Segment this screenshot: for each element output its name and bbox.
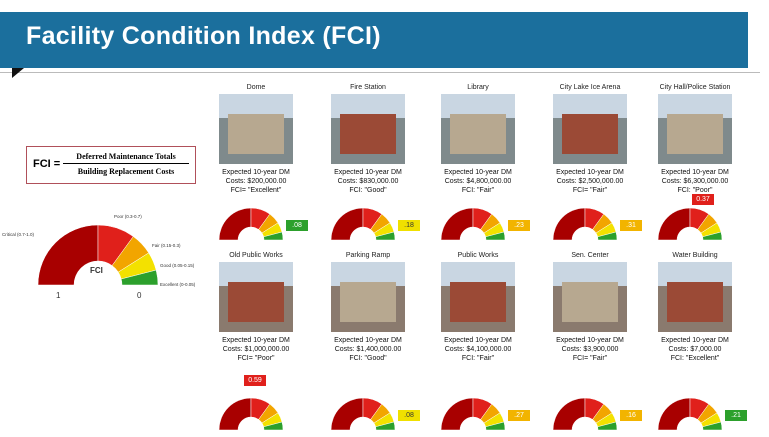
facility-description: Costs: $1,000,000.00 — [201, 345, 311, 354]
facility-name: City Hall/Police Station — [640, 84, 750, 91]
photo-building — [340, 282, 396, 322]
facility-name: Dome — [201, 84, 311, 91]
facility-description: FCI= "Fair" — [535, 186, 645, 195]
fci-value: .08 — [286, 220, 308, 231]
gauge-segment — [219, 208, 251, 240]
fci-value: 0.59 — [244, 375, 266, 386]
fci-value: .23 — [508, 220, 530, 231]
facility-description: FCI: "Fair" — [423, 354, 533, 363]
fci-value: .21 — [725, 410, 747, 421]
photo-building — [340, 114, 396, 154]
facility-description: FCI: "Excellent" — [640, 354, 750, 363]
fci-value: .27 — [508, 410, 530, 421]
gauge-left-label: 1 — [56, 291, 60, 300]
facility-name: Fire Station — [313, 84, 423, 91]
facility-description: Expected 10-year DM — [201, 168, 311, 177]
legend-band-label: Excellent (0-0.05) — [160, 282, 195, 287]
facility-description: FCI: "Good" — [313, 354, 423, 363]
gauge-segment — [38, 225, 98, 285]
fci-value: .31 — [620, 220, 642, 231]
facility-description: Expected 10-year DM — [423, 168, 533, 177]
facility-description: Costs: $830,000.00 — [313, 177, 423, 186]
facility-description: Costs: $3,900,000 — [535, 345, 645, 354]
photo-building — [562, 282, 618, 322]
facility-description: Costs: $1,400,000.00 — [313, 345, 423, 354]
facility-description: FCI= "Poor" — [201, 354, 311, 363]
facility-name: Parking Ramp — [313, 252, 423, 259]
facility-description: Costs: $4,100,000.00 — [423, 345, 533, 354]
facility-name: Public Works — [423, 252, 533, 259]
photo-building — [667, 282, 723, 322]
gauge-segment — [658, 208, 690, 240]
gauge-segment — [658, 398, 690, 430]
gauge-segment — [441, 208, 473, 240]
photo-building — [228, 282, 284, 322]
photo-building — [562, 114, 618, 154]
facility-description: Expected 10-year DM — [313, 168, 423, 177]
gauge-segment — [331, 208, 363, 240]
facility-description: Expected 10-year DM — [535, 168, 645, 177]
photo-building — [228, 114, 284, 154]
facility-description: Costs: $200,000.00 — [201, 177, 311, 186]
gauge-segment — [553, 208, 585, 240]
facility-description: FCI: "Good" — [313, 186, 423, 195]
photo-building — [450, 114, 506, 154]
facility-name: Old Public Works — [201, 252, 311, 259]
facility-name: City Lake Ice Arena — [535, 84, 645, 91]
photo-building — [667, 114, 723, 154]
gauge-right-label: 0 — [137, 291, 141, 300]
legend-band-label: Poor (0.3-0.7) — [114, 214, 142, 219]
gauge-segment — [441, 398, 473, 430]
facility-description: Expected 10-year DM — [313, 336, 423, 345]
gauge-center-label: FCI — [90, 266, 103, 275]
facility-description: FCI= "Fair" — [535, 354, 645, 363]
photo-building — [450, 282, 506, 322]
legend-band-label: Good (0.05-0.15) — [160, 263, 194, 268]
facility-description: Costs: $4,800,000.00 — [423, 177, 533, 186]
legend-band-label: Critical (0.7-1.0) — [2, 232, 34, 237]
facility-description: Costs: $2,500,000.00 — [535, 177, 645, 186]
gauge-segment — [553, 398, 585, 430]
facility-description: Expected 10-year DM — [640, 336, 750, 345]
slide: {"header": {"title": "Facility Condition… — [0, 0, 769, 437]
fci-value: .16 — [620, 410, 642, 421]
fci-value: .08 — [398, 410, 420, 421]
facility-description: Expected 10-year DM — [201, 336, 311, 345]
facility-description: Expected 10-year DM — [640, 168, 750, 177]
facility-description: Expected 10-year DM — [535, 336, 645, 345]
facility-name: Water Building — [640, 252, 750, 259]
facility-description: Costs: $7,000.00 — [640, 345, 750, 354]
fci-value: 0.37 — [692, 194, 714, 205]
facility-description: Costs: $6,300,000.00 — [640, 177, 750, 186]
facility-description: Expected 10-year DM — [423, 336, 533, 345]
gauge-segment — [331, 398, 363, 430]
facility-description: FCI: "Fair" — [423, 186, 533, 195]
gauge-segment — [219, 398, 251, 430]
fci-value: .18 — [398, 220, 420, 231]
facility-name: Library — [423, 84, 533, 91]
legend-band-label: Fair (0.15-0.3) — [152, 243, 181, 248]
facility-description: FCI= "Excellent" — [201, 186, 311, 195]
facility-name: Sen. Center — [535, 252, 645, 259]
